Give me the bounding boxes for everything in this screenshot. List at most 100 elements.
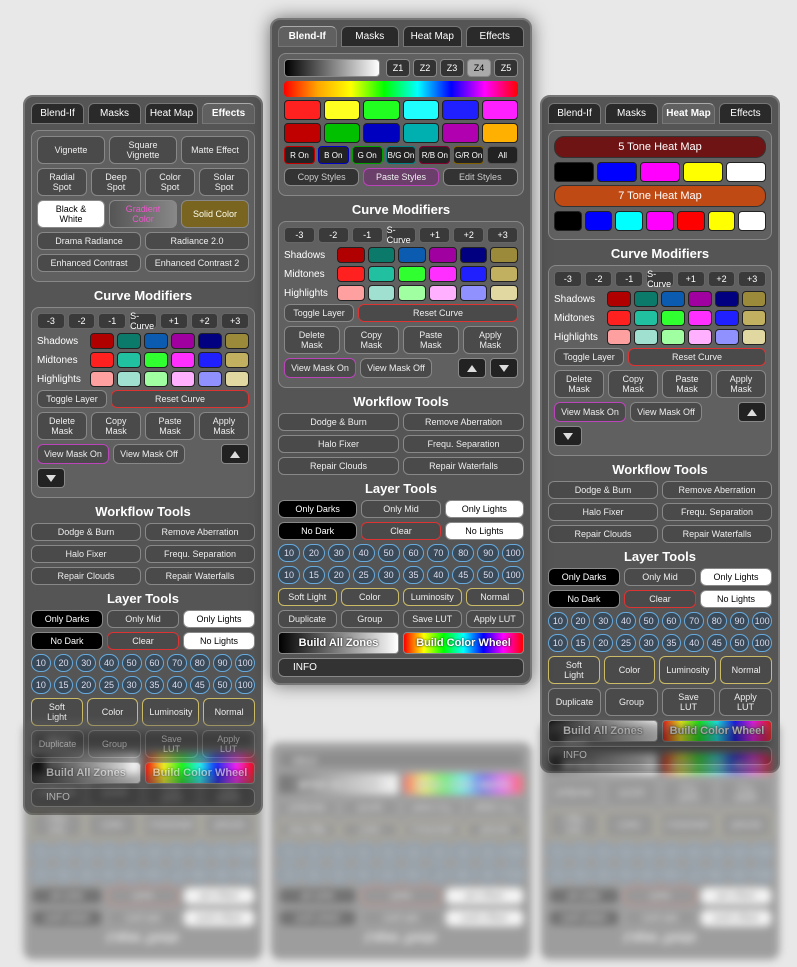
curve-midtones-swatch[interactable] [460, 266, 488, 282]
opacity-35-button[interactable]: 35 [662, 843, 682, 861]
opacity-70-button[interactable]: 70 [684, 865, 704, 883]
curve-shadows-swatch[interactable] [90, 333, 114, 349]
opacity-10-button[interactable]: 10 [278, 566, 300, 584]
no-lights-button[interactable]: No Lights [445, 522, 524, 540]
curve-shadows-swatch[interactable] [490, 247, 518, 263]
save-lut-button[interactable]: Save LUT [662, 688, 715, 716]
duplicate-button[interactable]: Duplicate [31, 779, 84, 807]
soft-light-button[interactable]: Soft Light [548, 656, 600, 684]
tab-blend-if[interactable]: Blend-If [548, 103, 601, 124]
channel-ron-button[interactable]: R On [284, 146, 315, 164]
curve-midtones-swatch[interactable] [429, 266, 457, 282]
only-darks-button[interactable]: Only Darks [31, 610, 103, 628]
opacity-30-button[interactable]: 30 [328, 865, 350, 883]
reset-curve-button[interactable]: Reset Curve [111, 390, 249, 408]
arrow-up-button[interactable] [458, 358, 486, 378]
curve-highlights-swatch[interactable] [198, 371, 222, 387]
curve-highlights-swatch[interactable] [429, 285, 457, 301]
opacity-50-button[interactable]: 50 [730, 843, 750, 861]
opacity-30-button[interactable]: 30 [593, 865, 613, 883]
color-mode-button[interactable]: Color [604, 656, 656, 684]
curve-highlights-swatch[interactable] [117, 371, 141, 387]
curve-step--3[interactable]: -3 [554, 271, 582, 287]
opacity-40-button[interactable]: 40 [99, 865, 119, 883]
opacity-20-button[interactable]: 20 [76, 843, 96, 861]
opacity-40-button[interactable]: 40 [616, 612, 636, 630]
opacity-40-button[interactable]: 40 [167, 843, 187, 861]
opacity-80-button[interactable]: 80 [707, 612, 727, 630]
no-lights-button[interactable]: No Lights [700, 887, 772, 905]
opacity-30-button[interactable]: 30 [378, 566, 400, 584]
opacity-20-button[interactable]: 20 [571, 865, 591, 883]
opacity-100-button[interactable]: 100 [235, 865, 255, 883]
curve-step-+2[interactable]: +2 [708, 271, 736, 287]
curve-midtones-swatch[interactable] [490, 266, 518, 282]
seven-tone-heat-map-button[interactable]: 7 Tone Heat Map [554, 185, 766, 207]
curve-shadows-swatch[interactable] [398, 247, 426, 263]
opacity-40-button[interactable]: 40 [684, 843, 704, 861]
freq-separation-button[interactable]: Frequ. Separation [662, 503, 772, 521]
opacity-50-button[interactable]: 50 [378, 865, 400, 883]
blendif-color-swatch[interactable] [442, 123, 479, 143]
group-button[interactable]: Group [605, 779, 658, 807]
no-dark-button[interactable]: No Dark [278, 522, 357, 540]
black-white-button[interactable]: Black & White [37, 200, 105, 228]
opacity-10-button[interactable]: 10 [31, 676, 51, 694]
no-dark-button[interactable]: No Dark [31, 632, 103, 650]
curve-step-S-Curve[interactable]: S-Curve [646, 271, 674, 287]
tab-masks[interactable]: Masks [341, 26, 400, 47]
channel-gon-button[interactable]: G On [352, 146, 383, 164]
clear-button[interactable]: Clear [361, 522, 440, 540]
heatmap5-swatch[interactable] [683, 162, 723, 182]
opacity-100-button[interactable]: 100 [235, 676, 255, 694]
curve-shadows-swatch[interactable] [225, 333, 249, 349]
toggle-layer-button[interactable]: Toggle Layer [284, 304, 354, 322]
clear-button[interactable]: Clear [107, 632, 179, 650]
opacity-35-button[interactable]: 35 [403, 566, 425, 584]
build-all-zones-button[interactable]: Build All Zones [548, 753, 658, 775]
opacity-15-button[interactable]: 15 [54, 843, 74, 861]
curve-highlights-swatch[interactable] [688, 329, 712, 345]
normal-mode-button[interactable]: Normal [466, 821, 525, 839]
only-lights-button[interactable]: Only Lights [445, 909, 524, 927]
repair-clouds-button[interactable]: Repair Clouds [31, 567, 141, 585]
opacity-100-button[interactable]: 100 [752, 634, 772, 652]
zone-gradient[interactable] [284, 59, 380, 77]
opacity-25-button[interactable]: 25 [616, 634, 636, 652]
five-tone-heat-map-button[interactable]: 5 Tone Heat Map [554, 136, 766, 158]
copy-mask-button[interactable]: Copy Mask [91, 412, 141, 440]
opacity-30-button[interactable]: 30 [378, 843, 400, 861]
curve-highlights-swatch[interactable] [634, 329, 658, 345]
arrow-down-button[interactable] [490, 358, 518, 378]
apply-lut-button[interactable]: Apply LUT [466, 610, 525, 628]
reset-curve-button[interactable]: Reset Curve [628, 348, 766, 366]
curve-midtones-swatch[interactable] [742, 310, 766, 326]
blendif-color-swatch[interactable] [284, 123, 321, 143]
curve-highlights-swatch[interactable] [90, 371, 114, 387]
opacity-20-button[interactable]: 20 [54, 654, 74, 672]
info-button[interactable]: INFO [278, 658, 524, 677]
only-mid-button[interactable]: Only Mid [361, 909, 440, 927]
curve-step--2[interactable]: -2 [68, 313, 96, 329]
opacity-50-button[interactable]: 50 [213, 676, 233, 694]
luminosity-button[interactable]: Luminosity [659, 811, 716, 839]
opacity-20-button[interactable]: 20 [54, 865, 74, 883]
opacity-35-button[interactable]: 35 [403, 843, 425, 861]
curve-shadows-swatch[interactable] [117, 333, 141, 349]
save-lut-button[interactable]: Save LUT [403, 610, 462, 628]
curve-step-S-Curve[interactable]: S-Curve [129, 313, 157, 329]
curve-midtones-swatch[interactable] [368, 266, 396, 282]
curve-shadows-swatch[interactable] [429, 247, 457, 263]
apply-lut-button[interactable]: Apply LUT [719, 688, 772, 716]
curve-shadows-swatch[interactable] [661, 291, 685, 307]
only-mid-button[interactable]: Only Mid [361, 500, 440, 518]
curve-step--1[interactable]: -1 [352, 227, 383, 243]
curve-step-+1[interactable]: +1 [419, 227, 450, 243]
heatmap7-swatch[interactable] [554, 211, 582, 231]
channel-bgon-button[interactable]: B/G On [386, 146, 417, 164]
apply-mask-button[interactable]: Apply Mask [199, 412, 249, 440]
repair-waterfalls-button[interactable]: Repair Waterfalls [145, 567, 255, 585]
opacity-15-button[interactable]: 15 [303, 843, 325, 861]
curve-shadows-swatch[interactable] [198, 333, 222, 349]
no-lights-button[interactable]: No Lights [183, 887, 255, 905]
